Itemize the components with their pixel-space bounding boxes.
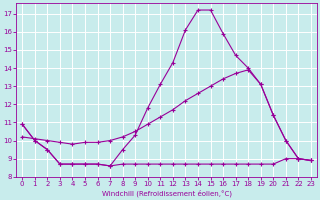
X-axis label: Windchill (Refroidissement éolien,°C): Windchill (Refroidissement éolien,°C) <box>101 190 232 197</box>
